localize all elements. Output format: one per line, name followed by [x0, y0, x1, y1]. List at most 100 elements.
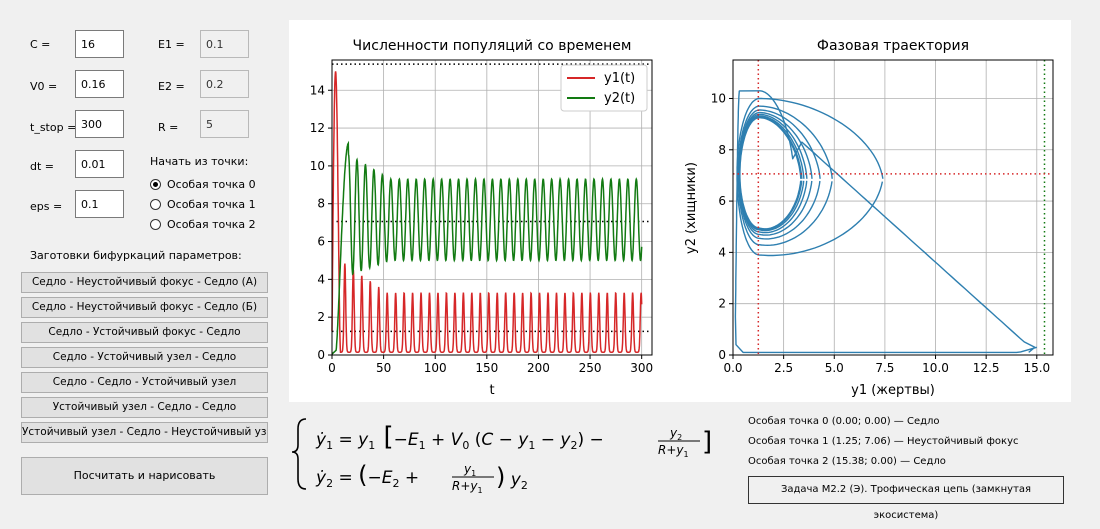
legend-box: [560, 64, 648, 112]
time-xtick-label: 50: [376, 361, 391, 375]
preset-button-1[interactable]: Седло - Неустойчивый фокус - Седло (А): [21, 272, 268, 293]
svg-text:R+y1: R+y1: [452, 479, 483, 495]
svg-text:) y2: ) y2: [496, 463, 528, 492]
phase-ytick-label: 2: [718, 297, 726, 311]
time-chart-xlabel: t: [489, 383, 494, 398]
compute-button[interactable]: Посчитать и нарисовать: [21, 457, 268, 495]
phase-xtick-label: 10.0: [922, 361, 949, 375]
equation-svg: ẏ1 = y1 [−E1 + V0 (C − y1 − y2) − y2 R+y…: [291, 418, 712, 495]
legend-y2-label: y2(t): [604, 91, 635, 106]
equation-line-1: ẏ1 = y1 [−E1 + V0 (C − y1 − y2) −: [315, 422, 604, 452]
c-label: C =: [30, 38, 51, 51]
y2-series-line: [331, 140, 643, 355]
phase-chart-ylabel: y2 (хищники): [684, 162, 699, 254]
phase-ytick-label: 6: [718, 194, 726, 208]
phase-ytick-label: 8: [718, 143, 726, 157]
svg-text:y1: y1: [463, 462, 476, 478]
phase-chart-ticks: 0.0 2.5 5.0 7.5 10.0 12.5 15.0 0 2 4 6 8 10: [711, 91, 1050, 375]
task-label: Задача М2.2 (Э). Трофическая цепь (замкн…: [748, 476, 1064, 521]
t-stop-label: t_stop =: [30, 121, 77, 134]
radio-point-0[interactable]: Особая точка 0: [150, 178, 256, 191]
radio-point-2-label: Особая точка 2: [167, 218, 256, 231]
dt-label: dt =: [30, 160, 55, 173]
presets-label: Заготовки бифуркаций параметров:: [30, 249, 242, 262]
dt-input[interactable]: [75, 150, 124, 178]
phase-ytick-label: 10: [711, 91, 726, 105]
preset-button-2[interactable]: Седло - Неустойчивый фокус - Седло (Б): [21, 297, 268, 318]
r-input[interactable]: [200, 110, 249, 138]
phase-chart-title: Фазовая траектория: [817, 38, 969, 54]
time-ytick-label: 12: [310, 121, 325, 135]
time-chart-series: [331, 71, 643, 355]
time-ytick-label: 4: [317, 272, 325, 286]
preset-button-6[interactable]: Устойчивый узел - Седло - Седло: [21, 397, 268, 418]
time-ytick-label: 6: [317, 235, 325, 249]
t-stop-input[interactable]: [75, 110, 124, 138]
preset-button-4[interactable]: Седло - Устойчивый узел - Седло: [21, 347, 268, 368]
c-input[interactable]: [75, 30, 124, 58]
time-xtick-label: 100: [424, 361, 447, 375]
e1-label: E1 =: [158, 38, 185, 51]
legend-y1-label: y1(t): [604, 71, 635, 86]
preset-button-7[interactable]: Устойчивый узел - Седло - Неустойчивый у…: [21, 422, 268, 443]
phase-ytick-label: 4: [718, 245, 726, 259]
phase-xtick-label: 5.0: [825, 361, 844, 375]
phase-xtick-label: 7.5: [875, 361, 894, 375]
radio-point-0-circle[interactable]: [150, 179, 161, 190]
e1-input[interactable]: [200, 30, 249, 58]
radio-point-1-circle[interactable]: [150, 199, 161, 210]
radio-point-2[interactable]: Особая точка 2: [150, 218, 256, 231]
phase-chart-grid: [732, 60, 1053, 356]
equation-line-2: ẏ2 = (−E2 +: [315, 461, 419, 490]
phase-chart-xlabel: y1 (жертвы): [851, 383, 935, 398]
r-label: R =: [158, 121, 179, 134]
system-equation: ẏ1 = y1 [−E1 + V0 (C − y1 − y2) − y2 R+y…: [290, 405, 730, 500]
phase-ytick-label: 0: [718, 348, 726, 362]
svg-text:R+y1: R+y1: [658, 443, 689, 459]
time-chart-title: Численности популяций со временем: [353, 38, 632, 54]
time-chart-frame: [331, 59, 653, 356]
eps-input[interactable]: [75, 190, 124, 218]
start-point-label: Начать из точки:: [150, 155, 249, 168]
time-xtick-label: 250: [579, 361, 602, 375]
phase-trajectory: [734, 90, 1037, 354]
phase-cycle-loop: [739, 116, 802, 230]
time-chart-ticks: 0 50 100 150 200 250 300 0 2 4 6 8 10 12 14: [310, 83, 653, 375]
preset-button-3[interactable]: Седло - Устойчивый фокус - Седло: [21, 322, 268, 343]
v0-input[interactable]: [75, 70, 124, 98]
time-ytick-label: 10: [310, 159, 325, 173]
singular-point-0-info: Особая точка 0 (0.00; 0.00) — Седло: [748, 416, 940, 427]
singular-point-2-info: Особая точка 2 (15.38; 0.00) — Седло: [748, 456, 946, 467]
phase-xtick-label: 15.0: [1023, 361, 1050, 375]
time-xtick-label: 200: [527, 361, 550, 375]
radio-point-1[interactable]: Особая точка 1: [150, 198, 256, 211]
time-xtick-label: 150: [475, 361, 498, 375]
time-ytick-label: 0: [317, 348, 325, 362]
radio-point-0-label: Особая точка 0: [167, 178, 256, 191]
e2-input[interactable]: [200, 70, 249, 98]
phase-xtick-label: 2.5: [774, 361, 793, 375]
y1-series-line: [331, 71, 643, 353]
time-ytick-label: 14: [310, 83, 325, 97]
time-chart-legend: y1(t) y2(t): [560, 64, 648, 112]
time-xtick-label: 0: [328, 361, 336, 375]
phase-trajectory-initial: [734, 90, 1037, 354]
phase-xtick-label: 0.0: [723, 361, 742, 375]
phase-cycle-loop: [736, 97, 884, 257]
svg-text:y2: y2: [669, 426, 682, 442]
eps-label: eps =: [30, 200, 63, 213]
phase-chart-frame: [732, 59, 1054, 356]
phase-chart-singular-lines: [733, 60, 1053, 355]
preset-button-5[interactable]: Седло - Седло - Устойчивый узел: [21, 372, 268, 393]
time-ytick-label: 8: [317, 197, 325, 211]
radio-point-2-circle[interactable]: [150, 219, 161, 230]
svg-text:]: ]: [702, 427, 712, 457]
e2-label: E2 =: [158, 80, 185, 93]
v0-label: V0 =: [30, 80, 58, 93]
plots-svg: Численности популяций со временем 0 50 100…: [310, 38, 1054, 398]
phase-xtick-label: 12.5: [973, 361, 1000, 375]
time-chart-singular-lines: [332, 63, 652, 333]
singular-point-1-info: Особая точка 1 (1.25; 7.06) — Неустойчив…: [748, 436, 1019, 447]
plot-canvas: Численности популяций со временем 0 50 100…: [289, 20, 1071, 402]
time-ytick-label: 2: [317, 310, 325, 324]
